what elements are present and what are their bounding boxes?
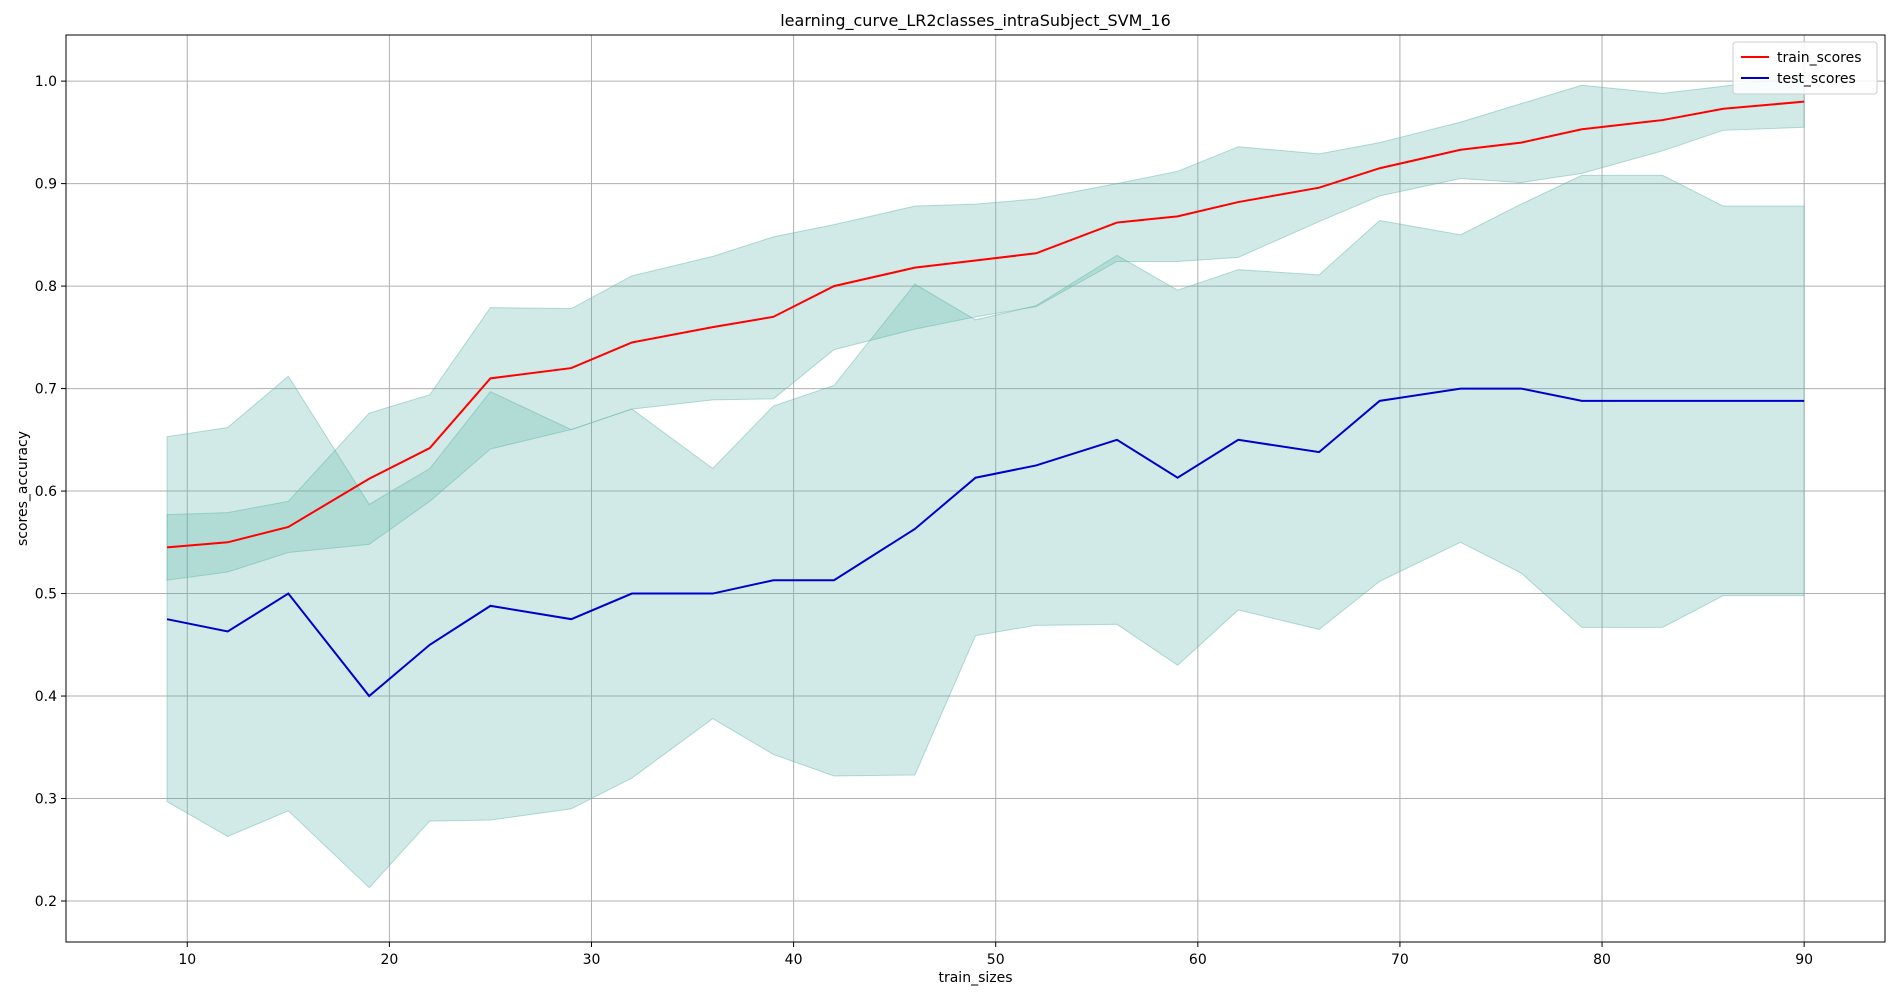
x-tick-label: 80 <box>1593 952 1611 968</box>
legend-label-test_scores: test_scores <box>1777 71 1856 87</box>
y-tick-label: 0.3 <box>35 792 57 808</box>
x-tick-label: 30 <box>583 952 601 968</box>
y-tick-label: 0.4 <box>35 689 57 705</box>
y-tick-label: 1.0 <box>35 74 57 90</box>
x-tick-label: 20 <box>380 952 398 968</box>
x-tick-label: 10 <box>178 952 196 968</box>
confidence-bands <box>167 76 1804 888</box>
y-tick-label: 0.8 <box>35 279 57 295</box>
y-tick-label: 0.2 <box>35 894 57 910</box>
legend: train_scores test_scores <box>1733 42 1877 94</box>
y-tick-label: 0.5 <box>35 587 57 603</box>
chart-title: learning_curve_LR2classes_intraSubject_S… <box>780 11 1171 31</box>
x-tick-label: 40 <box>785 952 803 968</box>
legend-label-train_scores: train_scores <box>1777 50 1862 66</box>
y-tick-label: 0.7 <box>35 382 57 398</box>
x-tick-label: 50 <box>987 952 1005 968</box>
x-axis-label: train_sizes <box>938 970 1012 986</box>
y-tick-label: 0.9 <box>35 177 57 193</box>
x-tick-label: 90 <box>1795 952 1813 968</box>
x-axis-ticks: 10 20 30 40 50 60 70 80 90 <box>178 942 1813 968</box>
y-axis-label: scores_accuracy <box>15 431 31 546</box>
y-tick-label: 0.6 <box>35 484 57 500</box>
y-axis-ticks: 0.2 0.3 0.4 0.5 0.6 0.7 0.8 0.9 1.0 <box>35 74 66 910</box>
x-tick-label: 60 <box>1189 952 1207 968</box>
x-tick-label: 70 <box>1391 952 1409 968</box>
